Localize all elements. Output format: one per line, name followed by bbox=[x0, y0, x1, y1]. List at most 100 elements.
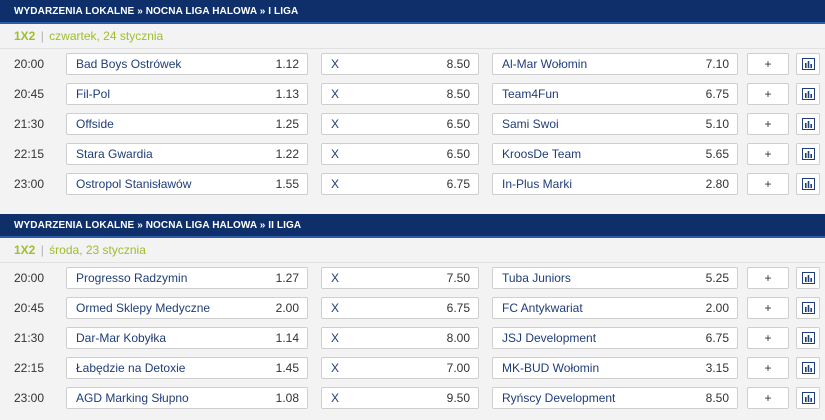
bar-chart-icon bbox=[801, 58, 815, 70]
draw-label: X bbox=[331, 87, 340, 101]
home-odd-button[interactable]: Ostropol Stanisławów 1.55 bbox=[66, 173, 308, 195]
away-odd-button[interactable]: In-Plus Marki 2.80 bbox=[492, 173, 738, 195]
more-bets-button[interactable]: + bbox=[747, 267, 789, 289]
home-odd-button[interactable]: Dar-Mar Kobyłka 1.14 bbox=[66, 327, 308, 349]
home-odd-value: 2.00 bbox=[275, 301, 299, 315]
home-team-name: Offside bbox=[76, 117, 114, 131]
away-odd-button[interactable]: Tuba Juniors 5.25 bbox=[492, 267, 738, 289]
home-odd-button[interactable]: Bad Boys Ostrówek 1.12 bbox=[66, 53, 308, 75]
home-odd-value: 1.12 bbox=[275, 57, 299, 71]
stats-button[interactable] bbox=[796, 53, 820, 75]
match-row: 20:45 Ormed Sklepy Medyczne 2.00 X 6.75 FC An… bbox=[0, 293, 825, 323]
more-bets-button[interactable]: + bbox=[747, 143, 789, 165]
stats-button[interactable] bbox=[796, 327, 820, 349]
home-team-name: Ormed Sklepy Medyczne bbox=[76, 301, 211, 315]
home-team-name: Bad Boys Ostrówek bbox=[76, 57, 182, 71]
away-odd-value: 5.65 bbox=[705, 147, 729, 161]
more-bets-button[interactable]: + bbox=[747, 387, 789, 409]
draw-odd-button[interactable]: X 6.50 bbox=[321, 113, 479, 135]
draw-odd-button[interactable]: X 7.50 bbox=[321, 267, 479, 289]
away-team-name: FC Antykwariat bbox=[502, 301, 583, 315]
draw-label: X bbox=[331, 391, 340, 405]
draw-odd-value: 6.75 bbox=[446, 301, 470, 315]
match-row: 20:45 Fil-Pol 1.13 X 8.50 Team4Fun 6.75 + bbox=[0, 79, 825, 109]
away-odd-value: 5.10 bbox=[705, 117, 729, 131]
away-odd-value: 2.80 bbox=[705, 177, 729, 191]
draw-odd-button[interactable]: X 6.50 bbox=[321, 143, 479, 165]
match-time: 20:00 bbox=[14, 271, 45, 285]
draw-label: X bbox=[331, 57, 340, 71]
away-odd-value: 2.00 bbox=[705, 301, 729, 315]
away-odd-button[interactable]: FC Antykwariat 2.00 bbox=[492, 297, 738, 319]
league-breadcrumb[interactable]: WYDARZENIA LOKALNE » NOCNA LIGA HALOWA »… bbox=[0, 214, 825, 238]
league-breadcrumb[interactable]: WYDARZENIA LOKALNE » NOCNA LIGA HALOWA »… bbox=[0, 0, 825, 24]
stats-button[interactable] bbox=[796, 143, 820, 165]
home-odd-button[interactable]: Fil-Pol 1.13 bbox=[66, 83, 308, 105]
match-time: 22:15 bbox=[14, 147, 45, 161]
match-time: 21:30 bbox=[14, 117, 45, 131]
home-odd-button[interactable]: Progresso Radzymin 1.27 bbox=[66, 267, 308, 289]
draw-odd-value: 9.50 bbox=[446, 391, 470, 405]
match-row: 23:00 Ostropol Stanisławów 1.55 X 6.75 In-Plu… bbox=[0, 169, 825, 199]
more-bets-button[interactable]: + bbox=[747, 173, 789, 195]
home-odd-value: 1.08 bbox=[275, 391, 299, 405]
away-team-name: Tuba Juniors bbox=[502, 271, 571, 285]
away-odd-button[interactable]: MK-BUD Wołomin 3.15 bbox=[492, 357, 738, 379]
home-odd-value: 1.27 bbox=[275, 271, 299, 285]
away-odd-button[interactable]: Al-Mar Wołomin 7.10 bbox=[492, 53, 738, 75]
stats-button[interactable] bbox=[796, 113, 820, 135]
draw-label: X bbox=[331, 117, 340, 131]
away-odd-button[interactable]: Team4Fun 6.75 bbox=[492, 83, 738, 105]
draw-label: X bbox=[331, 331, 340, 345]
match-time: 21:30 bbox=[14, 331, 45, 345]
home-odd-button[interactable]: AGD Marking Słupno 1.08 bbox=[66, 387, 308, 409]
away-odd-button[interactable]: JSJ Development 6.75 bbox=[492, 327, 738, 349]
stats-button[interactable] bbox=[796, 297, 820, 319]
home-odd-value: 1.14 bbox=[275, 331, 299, 345]
draw-odd-value: 8.00 bbox=[446, 331, 470, 345]
away-team-name: Ryńscy Development bbox=[502, 391, 616, 405]
bar-chart-icon bbox=[801, 148, 815, 160]
more-bets-button[interactable]: + bbox=[747, 297, 789, 319]
draw-odd-button[interactable]: X 6.75 bbox=[321, 173, 479, 195]
stats-button[interactable] bbox=[796, 357, 820, 379]
market-date-row: 1X2 | środa, 23 stycznia bbox=[0, 238, 825, 263]
more-bets-button[interactable]: + bbox=[747, 113, 789, 135]
league-section: WYDARZENIA LOKALNE » NOCNA LIGA HALOWA »… bbox=[0, 214, 825, 413]
bar-chart-icon bbox=[801, 272, 815, 284]
home-odd-button[interactable]: Łabędzie na Detoxie 1.45 bbox=[66, 357, 308, 379]
draw-odd-value: 8.50 bbox=[446, 57, 470, 71]
draw-odd-value: 6.50 bbox=[446, 147, 470, 161]
home-odd-button[interactable]: Offside 1.25 bbox=[66, 113, 308, 135]
draw-odd-button[interactable]: X 7.00 bbox=[321, 357, 479, 379]
stats-button[interactable] bbox=[796, 267, 820, 289]
away-team-name: Al-Mar Wołomin bbox=[502, 57, 588, 71]
bar-chart-icon bbox=[801, 178, 815, 190]
draw-odd-button[interactable]: X 8.50 bbox=[321, 53, 479, 75]
away-odd-button[interactable]: Ryńscy Development 8.50 bbox=[492, 387, 738, 409]
draw-label: X bbox=[331, 147, 340, 161]
draw-odd-button[interactable]: X 8.00 bbox=[321, 327, 479, 349]
away-team-name: Sami Swoi bbox=[502, 117, 559, 131]
stats-button[interactable] bbox=[796, 173, 820, 195]
draw-label: X bbox=[331, 177, 340, 191]
stats-button[interactable] bbox=[796, 83, 820, 105]
more-bets-button[interactable]: + bbox=[747, 327, 789, 349]
home-team-name: AGD Marking Słupno bbox=[76, 391, 189, 405]
home-odd-button[interactable]: Stara Gwardia 1.22 bbox=[66, 143, 308, 165]
draw-odd-value: 7.00 bbox=[446, 361, 470, 375]
event-date: środa, 23 stycznia bbox=[49, 243, 146, 257]
away-odd-button[interactable]: KroosDe Team 5.65 bbox=[492, 143, 738, 165]
draw-label: X bbox=[331, 271, 340, 285]
stats-button[interactable] bbox=[796, 387, 820, 409]
more-bets-button[interactable]: + bbox=[747, 357, 789, 379]
draw-odd-button[interactable]: X 8.50 bbox=[321, 83, 479, 105]
draw-odd-button[interactable]: X 9.50 bbox=[321, 387, 479, 409]
more-bets-button[interactable]: + bbox=[747, 83, 789, 105]
more-bets-button[interactable]: + bbox=[747, 53, 789, 75]
home-team-name: Stara Gwardia bbox=[76, 147, 153, 161]
draw-odd-button[interactable]: X 6.75 bbox=[321, 297, 479, 319]
home-odd-button[interactable]: Ormed Sklepy Medyczne 2.00 bbox=[66, 297, 308, 319]
draw-odd-value: 6.50 bbox=[446, 117, 470, 131]
away-odd-button[interactable]: Sami Swoi 5.10 bbox=[492, 113, 738, 135]
